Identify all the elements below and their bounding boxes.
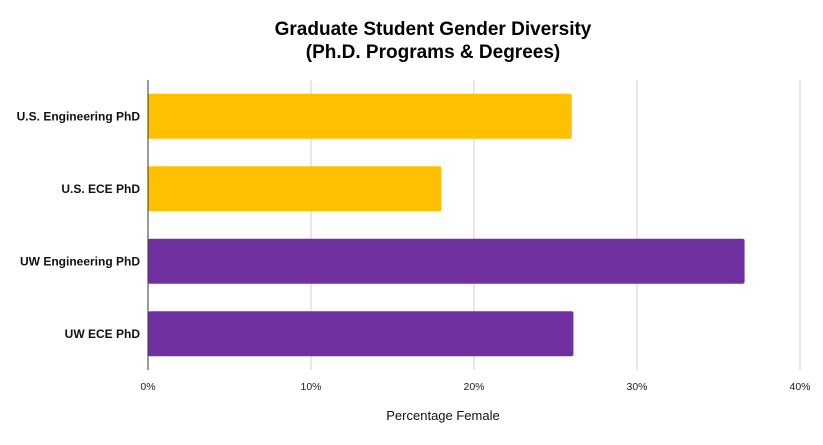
bar [148,311,574,357]
x-tick-label: 20% [463,381,484,393]
category-label: U.S. ECE PhD [61,182,140,196]
x-axis-label: Percentage Female [386,408,499,423]
bar [148,238,745,284]
category-label: U.S. Engineering PhD [17,109,141,123]
bar [148,166,442,212]
bar [148,93,572,139]
x-tick-label: 30% [626,381,647,393]
x-tick-label: 40% [789,381,810,393]
x-tick-labels: 0% 10% 20% 30% 40% [140,381,810,393]
chart-title: Graduate Student Gender Diversity [275,19,592,40]
category-label: UW Engineering PhD [20,254,140,268]
x-tick-label: 0% [140,381,155,393]
chart-subtitle: (Ph.D. Programs & Degrees) [306,42,560,63]
bars [148,93,745,357]
category-label: UW ECE PhD [65,327,141,341]
x-tick-label: 10% [300,381,321,393]
category-labels: U.S. Engineering PhD U.S. ECE PhD UW Engin… [17,109,141,341]
